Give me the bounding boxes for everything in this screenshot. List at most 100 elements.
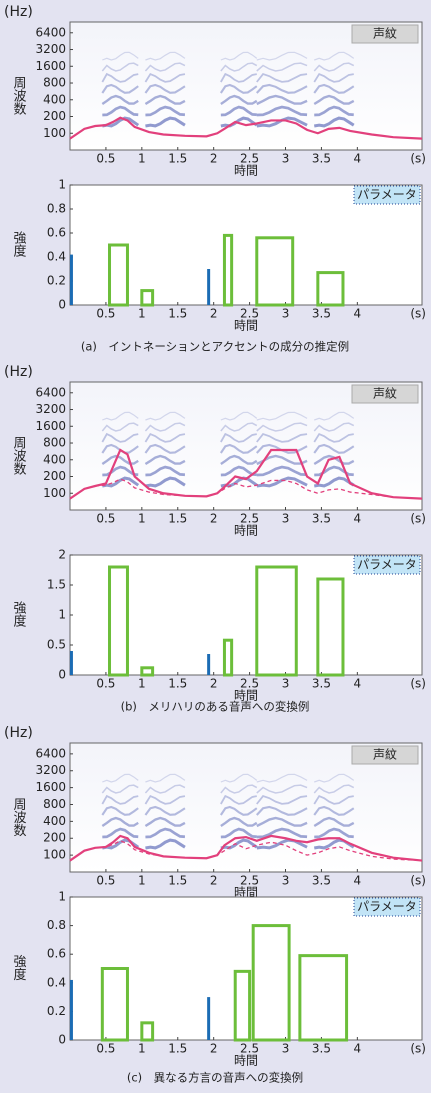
y-tick-label: 800: [43, 76, 66, 90]
y-tick-label: 3200: [35, 763, 66, 777]
x-tick-label: 3: [282, 874, 290, 888]
x-tick-label: 0.5: [96, 307, 115, 321]
y-tick-label: 100: [43, 126, 66, 140]
x-tick-label: 1.5: [168, 677, 187, 691]
y-axis-label: 強度: [11, 231, 27, 257]
x-tick-label: 3: [282, 677, 290, 691]
x-tick-label: 1: [138, 307, 146, 321]
y-tick-label: 3200: [35, 42, 66, 56]
y-tick-label: 6400: [35, 385, 66, 399]
y-unit-label: (Hz): [4, 725, 33, 741]
x-tick-label: 3: [282, 512, 290, 526]
x-unit-label: (s): [410, 1042, 426, 1056]
x-tick-label: 2: [210, 512, 218, 526]
x-tick-label: 3.5: [312, 1042, 331, 1056]
x-tick-label: 1.5: [168, 152, 187, 166]
y-tick-label: 100: [43, 848, 66, 862]
y-tick-label: 0.8: [47, 918, 66, 932]
x-tick-label: 4: [354, 677, 362, 691]
x-tick-label: 3: [282, 152, 290, 166]
x-unit-label: (s): [410, 677, 426, 691]
y-tick-label: 800: [43, 436, 66, 450]
y-tick-label: 100: [43, 486, 66, 500]
y-tick-label: 200: [43, 109, 66, 123]
y-tick-label: 1.5: [47, 578, 66, 592]
x-tick-label: 3.5: [312, 152, 331, 166]
x-tick-label: 1: [138, 512, 146, 526]
phrase-command: [70, 980, 73, 1040]
x-tick-label: 3.5: [312, 307, 331, 321]
x-tick-label: 2: [210, 1042, 218, 1056]
y-tick-label: 6400: [35, 25, 66, 39]
x-tick-label: 1.5: [168, 874, 187, 888]
tag-label: 声紋: [373, 387, 397, 401]
y-tick-label: 0.6: [47, 947, 66, 961]
y-tick-label: 0.2: [47, 274, 66, 288]
y-tick-label: 0: [58, 1033, 66, 1047]
y-tick-label: 0: [58, 298, 66, 312]
caption: (b) メリハリのある音声への変換例: [121, 700, 310, 714]
phrase-command: [70, 255, 73, 305]
page: {"captions":["(a) イントネーションとアクセントの成分の推定例"…: [0, 0, 431, 1093]
x-tick-label: 4: [354, 512, 362, 526]
y-tick-label: 1: [58, 608, 66, 622]
caption: (a) イントネーションとアクセントの成分の推定例: [81, 340, 349, 354]
phrase-command: [207, 654, 210, 675]
x-tick-label: 1: [138, 1042, 146, 1056]
x-tick-label: 4: [354, 152, 362, 166]
y-tick-label: 0.8: [47, 202, 66, 216]
x-axis-label: 時間: [234, 319, 258, 333]
y-tick-label: 200: [43, 831, 66, 845]
x-axis-label: 時間: [234, 164, 258, 178]
caption: (c) 異なる方言の音声への変換例: [127, 1071, 303, 1085]
x-tick-label: 1: [138, 152, 146, 166]
x-axis-label: 時間: [234, 524, 258, 538]
phrase-command: [70, 651, 73, 675]
x-tick-label: 3: [282, 1042, 290, 1056]
y-unit-label: (Hz): [4, 4, 33, 20]
x-tick-label: 0.5: [96, 512, 115, 526]
tag-label: 声紋: [373, 748, 397, 762]
x-tick-label: 2: [210, 307, 218, 321]
x-tick-label: 1: [138, 677, 146, 691]
x-tick-label: 1.5: [168, 1042, 187, 1056]
y-tick-label: 400: [43, 452, 66, 466]
y-tick-label: 1: [58, 890, 66, 904]
y-axis-label: 強度: [11, 601, 27, 627]
x-tick-label: 3: [282, 307, 290, 321]
x-axis-label: 時間: [234, 689, 258, 703]
y-tick-label: 800: [43, 797, 66, 811]
x-tick-label: 2: [210, 874, 218, 888]
x-tick-label: 2: [210, 677, 218, 691]
x-tick-label: 0.5: [96, 152, 115, 166]
x-tick-label: 4: [354, 1042, 362, 1056]
tag-label: パラメータ: [357, 188, 417, 202]
y-tick-label: 0.2: [47, 1004, 66, 1018]
x-tick-label: 1.5: [168, 307, 187, 321]
y-axis-label: 周波数: [11, 798, 27, 837]
y-axis-label: 強度: [11, 955, 27, 981]
y-tick-label: 200: [43, 469, 66, 483]
y-tick-label: 0.4: [47, 250, 66, 264]
y-tick-label: 0.5: [47, 638, 66, 652]
tag-label: 声紋: [373, 27, 397, 41]
y-tick-label: 400: [43, 92, 66, 106]
tag-label: パラメータ: [357, 558, 417, 572]
y-tick-label: 1600: [35, 59, 66, 73]
y-tick-label: 2: [58, 548, 66, 562]
phrase-command: [207, 997, 210, 1040]
x-tick-label: 1: [138, 874, 146, 888]
y-tick-label: 0.4: [47, 975, 66, 989]
x-unit-label: (s): [410, 874, 426, 888]
y-axis-label: 周波数: [11, 436, 27, 475]
x-tick-label: 3.5: [312, 512, 331, 526]
y-unit-label: (Hz): [4, 364, 33, 380]
x-unit-label: (s): [410, 152, 426, 166]
x-tick-label: 0.5: [96, 1042, 115, 1056]
y-tick-label: 400: [43, 814, 66, 828]
x-tick-label: 3.5: [312, 677, 331, 691]
x-unit-label: (s): [410, 512, 426, 526]
x-tick-label: 3.5: [312, 874, 331, 888]
x-tick-label: 2: [210, 152, 218, 166]
phrase-command: [207, 269, 210, 305]
